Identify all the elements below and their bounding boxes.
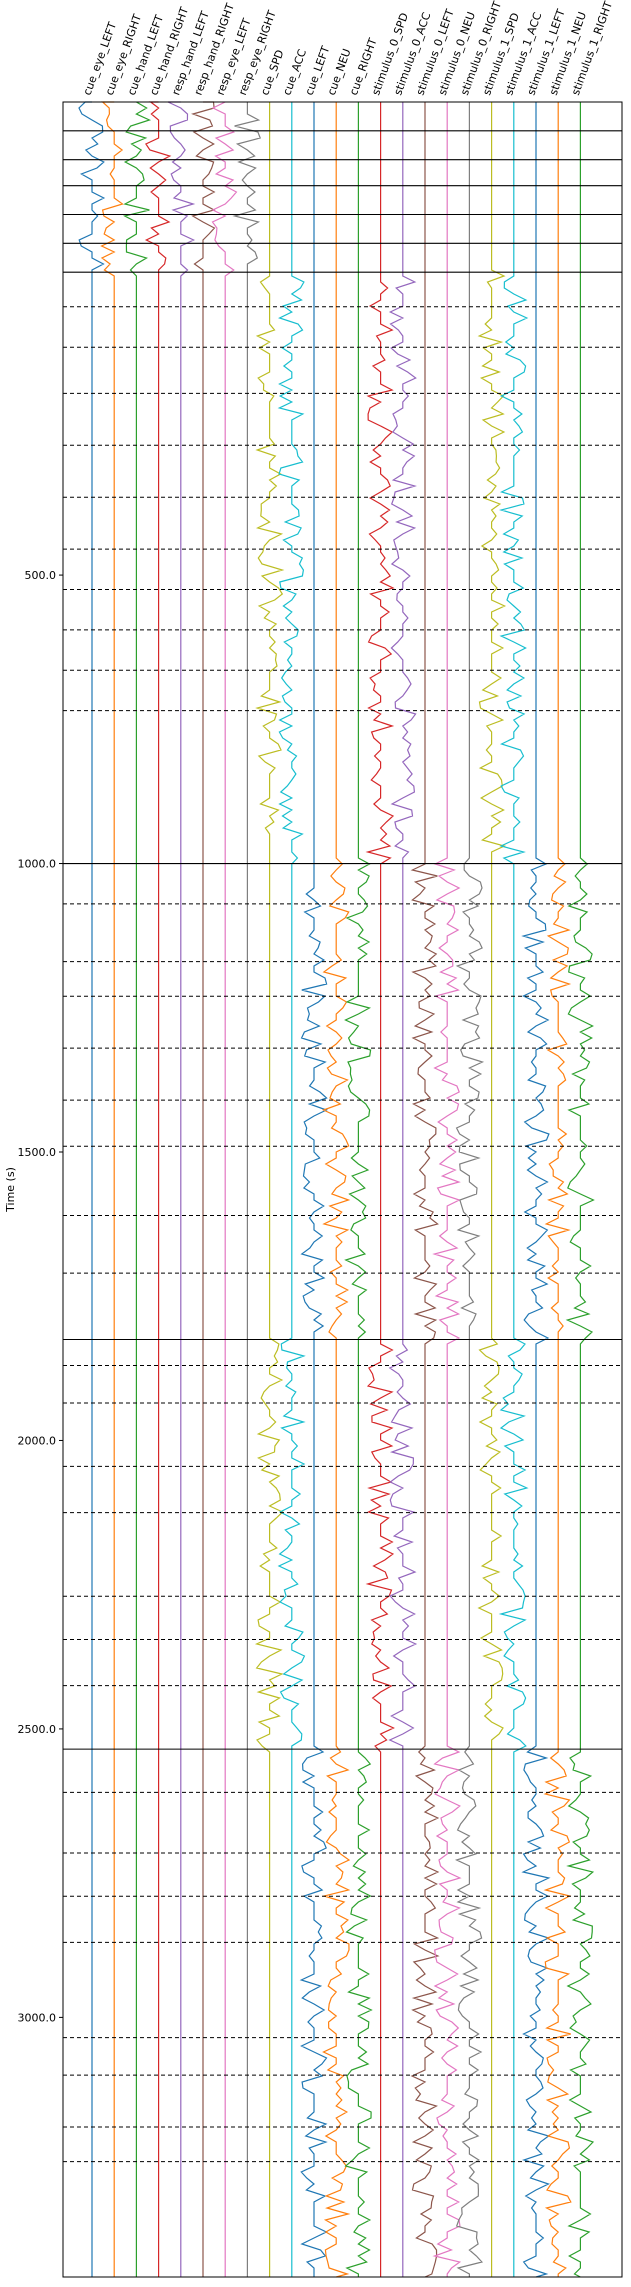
channel-trace xyxy=(498,102,529,2277)
channel-trace xyxy=(232,102,261,2277)
y-tick-label: 500.0 xyxy=(25,569,57,582)
column-labels: cue_eye_LEFTcue_eye_RIGHTcue_hand_LEFTcu… xyxy=(81,0,616,97)
block-boundaries xyxy=(63,130,622,2163)
channel-trace xyxy=(344,102,373,2277)
channel-trace xyxy=(277,102,306,2277)
channel-trace xyxy=(365,102,395,2277)
y-tick-label: 2500.0 xyxy=(18,1723,57,1736)
channel-trace xyxy=(211,101,238,2277)
channel-trace xyxy=(122,101,152,2277)
channel-trace xyxy=(299,102,328,2277)
channel-trace xyxy=(477,102,507,2277)
y-tick-label: 3000.0 xyxy=(18,2011,57,2024)
channel-trace xyxy=(521,102,551,2278)
channel-trace xyxy=(410,102,440,2278)
channel-trace xyxy=(191,101,216,2277)
channel-traces xyxy=(78,101,595,2278)
channel-trace xyxy=(167,101,196,2277)
plot-frame xyxy=(62,101,623,2278)
channel-trace xyxy=(388,102,418,2277)
channel-trace xyxy=(543,102,572,2277)
channel-trace xyxy=(254,102,285,2277)
y-axis: 500.0 1000.0 1500.0 2000.0 2500.0 3000.0 xyxy=(18,569,63,2024)
channel-trace xyxy=(78,101,106,2277)
y-tick-label: 1000.0 xyxy=(18,858,57,871)
y-tick-label: 2000.0 xyxy=(18,1434,57,1447)
channel-trace xyxy=(432,102,462,2277)
y-axis-label: Time (s) xyxy=(4,1167,17,1213)
channel-trace xyxy=(565,102,595,2278)
channel-trace xyxy=(100,101,124,2277)
channel-trace xyxy=(321,102,351,2278)
y-tick-label: 1500.0 xyxy=(18,1146,57,1159)
channel-trace xyxy=(144,101,172,2277)
channel-trace xyxy=(454,102,485,2277)
